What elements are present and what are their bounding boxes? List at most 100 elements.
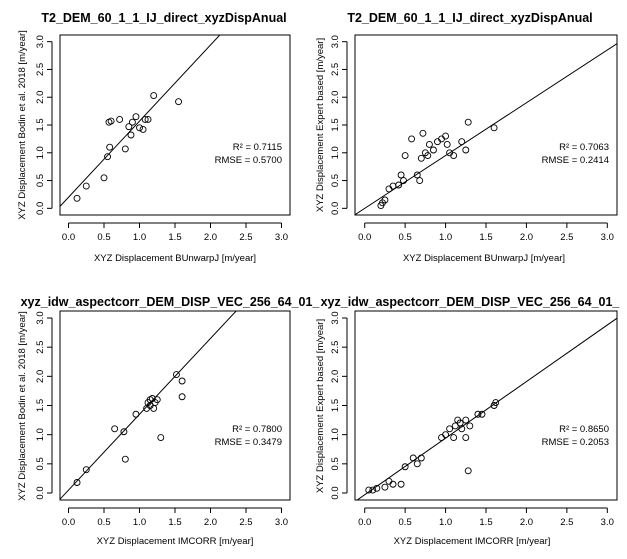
x-axis-label: XYZ Displacement IMCORR [m/year]	[97, 536, 254, 547]
x-tick-label: 0.0	[358, 517, 371, 528]
x-tick-label: 2.5	[560, 232, 573, 243]
y-tick-label: 0.0	[35, 202, 46, 215]
x-tick-label: 3.0	[275, 517, 288, 528]
y-tick-label: 0.5	[35, 457, 46, 470]
plot-frame	[59, 34, 291, 216]
data-point	[438, 434, 445, 442]
regression-line	[60, 311, 237, 500]
data-point	[121, 145, 129, 153]
regression-line	[60, 35, 221, 207]
data-point	[111, 425, 119, 433]
rmse-label: RMSE = 0.3479	[215, 437, 282, 448]
data-point	[144, 115, 152, 123]
data-point	[424, 152, 432, 160]
data-point	[492, 399, 500, 407]
data-point	[178, 393, 186, 401]
data-point	[409, 454, 417, 462]
data-point	[178, 377, 186, 385]
data-point	[443, 140, 451, 148]
y-tick-label: 2.5	[35, 341, 46, 354]
data-point	[478, 410, 486, 418]
y-tick-label: 2.0	[330, 370, 341, 383]
y-axis-label: XYZ Displacement Bodin et al. 2018 [m/ye…	[17, 30, 28, 220]
r-squared-label: R² = 0.7800	[232, 424, 282, 435]
y-tick-label: 0.0	[330, 202, 341, 215]
data-point	[413, 460, 421, 468]
data-point	[395, 181, 403, 189]
y-tick-label: 3.0	[330, 35, 341, 48]
plot-frame	[354, 310, 618, 501]
data-point	[127, 131, 135, 139]
y-tick-label: 0.5	[35, 174, 46, 187]
data-point	[100, 174, 108, 182]
data-point	[442, 431, 450, 439]
data-point	[116, 115, 124, 123]
data-point	[462, 416, 470, 424]
rmse-label: RMSE = 0.5700	[215, 155, 282, 166]
x-tick-label: 3.0	[275, 232, 288, 243]
x-tick-label: 1.0	[439, 232, 452, 243]
data-point	[369, 486, 377, 494]
x-tick-label: 1.0	[133, 517, 146, 528]
y-axis-label: XYZ Displacement Expert based [m/year]	[315, 38, 326, 212]
data-point	[450, 152, 458, 160]
data-point	[417, 154, 425, 162]
data-point	[419, 129, 427, 137]
x-tick-label: 0.5	[399, 232, 412, 243]
data-point	[397, 171, 405, 179]
data-point	[125, 123, 133, 131]
y-tick-label: 2.0	[35, 91, 46, 104]
y-tick-label: 1.5	[35, 399, 46, 412]
x-tick-label: 0.0	[62, 517, 75, 528]
x-axis-label: XYZ Displacement BUnwarpJ [m/year]	[403, 253, 565, 264]
x-tick-label: 2.5	[560, 517, 573, 528]
data-point	[132, 410, 140, 418]
scatter-panel-3: xyz_idw_aspectcorr_DEM_DISP_VEC_256_64_0…	[17, 295, 321, 547]
rmse-label: RMSE = 0.2053	[542, 437, 609, 448]
data-point	[136, 124, 143, 132]
data-point	[121, 455, 129, 463]
plot-frame	[354, 34, 618, 216]
data-point	[175, 98, 182, 106]
x-tick-label: 0.0	[62, 232, 75, 243]
data-point	[141, 115, 149, 123]
data-point	[466, 422, 474, 430]
data-point	[82, 182, 90, 190]
data-point	[139, 125, 147, 133]
x-tick-label: 3.0	[601, 232, 614, 243]
chart-title: T2_DEM_60_1_1_IJ_direct_xyzDispAnual	[41, 11, 286, 25]
y-axis-label: XYZ Displacement Bodin et al. 2018 [m/ye…	[17, 311, 28, 501]
chart-title: xyz_idw_aspectcorr_DEM_DISP_VEC_256_64_0…	[321, 295, 621, 309]
chart-title: T2_DEM_60_1_1_IJ_direct_xyzDispAnual	[347, 11, 592, 25]
y-tick-label: 0.5	[330, 174, 341, 187]
data-point	[381, 483, 389, 491]
y-tick-label: 0.0	[35, 486, 46, 499]
y-tick-label: 2.5	[330, 63, 341, 76]
data-point	[413, 171, 421, 179]
scatter-panel-1: T2_DEM_60_1_1_IJ_direct_xyzDispAnual 0.0 0…	[17, 11, 291, 264]
data-point	[397, 480, 405, 488]
data-point	[450, 434, 458, 442]
data-point	[120, 428, 128, 436]
x-tick-label: 2.0	[520, 517, 533, 528]
x-tick-label: 0.0	[358, 232, 371, 243]
data-point	[417, 454, 425, 462]
x-tick-label: 3.0	[601, 517, 614, 528]
data-point	[464, 467, 472, 475]
y-tick-label: 3.0	[330, 311, 341, 324]
x-tick-label: 1.5	[479, 517, 492, 528]
data-point	[462, 434, 470, 442]
x-tick-label: 2.0	[520, 232, 533, 243]
data-point	[389, 480, 397, 488]
x-tick-label: 2.5	[239, 517, 252, 528]
data-point	[462, 146, 470, 154]
data-point	[446, 425, 454, 433]
x-tick-label: 0.5	[399, 517, 412, 528]
chart-title: xyz_idw_aspectcorr_DEM_DISP_VEC_256_64_0…	[21, 295, 321, 309]
y-tick-label: 1.5	[330, 399, 341, 412]
rmse-label: RMSE = 0.2414	[542, 155, 609, 166]
data-point	[400, 177, 407, 185]
data-point	[381, 196, 389, 204]
regression-line	[355, 43, 617, 215]
